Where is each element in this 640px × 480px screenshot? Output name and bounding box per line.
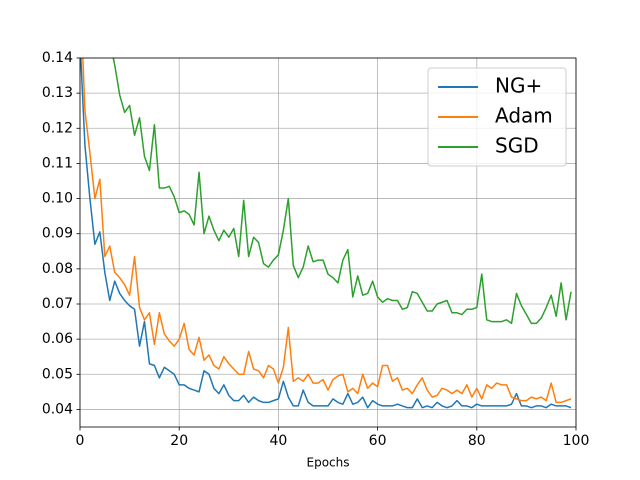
x-axis-label: Epochs bbox=[307, 456, 350, 470]
y-tick-label: 0.11 bbox=[42, 155, 73, 171]
legend-label: NG+ bbox=[495, 74, 542, 98]
y-tick-label: 0.07 bbox=[42, 296, 73, 312]
x-tick-label: 20 bbox=[170, 433, 188, 449]
legend-label: SGD bbox=[495, 134, 539, 158]
x-tick-label: 60 bbox=[369, 433, 387, 449]
y-tick-label: 0.05 bbox=[42, 366, 73, 382]
legend-label: Adam bbox=[495, 104, 553, 128]
series-line bbox=[82, 58, 572, 404]
series-line bbox=[112, 58, 572, 325]
legend-box bbox=[427, 67, 567, 167]
x-tick-label: 40 bbox=[269, 433, 287, 449]
x-tick-label: 100 bbox=[563, 433, 590, 449]
y-tick-label: 0.08 bbox=[42, 261, 73, 277]
y-tick-label: 0.13 bbox=[42, 85, 73, 101]
y-tick-label: 0.09 bbox=[42, 226, 73, 242]
y-tick-label: 0.14 bbox=[42, 50, 73, 66]
x-tick-label: 80 bbox=[468, 433, 486, 449]
x-tick-label: 0 bbox=[76, 433, 85, 449]
y-tick-label: 0.04 bbox=[42, 401, 73, 417]
series-line bbox=[80, 58, 572, 409]
y-tick-label: 0.06 bbox=[42, 331, 73, 347]
plot-frame bbox=[79, 57, 577, 428]
y-tick-label: 0.12 bbox=[42, 120, 73, 136]
y-tick-label: 0.10 bbox=[42, 191, 73, 207]
